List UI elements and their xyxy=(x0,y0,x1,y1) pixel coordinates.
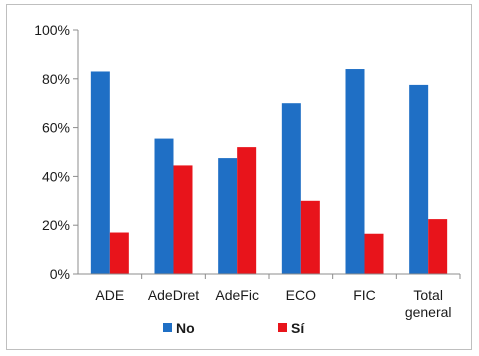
legend-label: No xyxy=(176,320,195,336)
bar-no-adedret xyxy=(154,138,174,274)
legend-swatch-no xyxy=(163,323,172,332)
legend: No Sí xyxy=(163,320,305,336)
y-axis-labels: 0% 20% 40% 60% 80% 100% xyxy=(34,22,70,282)
bar-no-ade xyxy=(90,71,110,274)
y-tick-label: 0% xyxy=(50,266,70,282)
legend-swatch-s xyxy=(278,323,287,332)
x-tick-label: AdeDret xyxy=(148,287,199,303)
x-tick-label: AdeFic xyxy=(215,287,259,303)
bar-no-adefic xyxy=(218,158,238,274)
y-tick-label: 100% xyxy=(34,22,70,38)
x-tick-label: ADE xyxy=(95,287,124,303)
bar-s-adedret xyxy=(173,165,193,274)
bars xyxy=(90,69,448,275)
x-tick-label: Total general xyxy=(405,287,452,320)
bar-no-eco xyxy=(281,103,301,274)
bar-s-fic xyxy=(364,233,384,274)
bar-no-fic xyxy=(345,69,365,274)
y-tick-label: 60% xyxy=(42,120,70,136)
y-tick-label: 80% xyxy=(42,71,70,87)
x-tick-label: ECO xyxy=(286,287,316,303)
bar-s-adefic xyxy=(237,147,257,274)
x-tick-label: FIC xyxy=(353,287,376,303)
bar-s-total-general xyxy=(428,219,448,274)
bar-no-total-general xyxy=(409,84,429,275)
x-axis-labels: ADE AdeDret AdeFic ECO FIC Total general xyxy=(95,287,451,320)
bar-s-ade xyxy=(109,232,129,274)
y-tick-label: 40% xyxy=(42,168,70,184)
legend-label: Sí xyxy=(291,320,305,336)
axes xyxy=(73,29,461,279)
bar-s-eco xyxy=(300,200,320,274)
y-tick-label: 20% xyxy=(42,217,70,233)
